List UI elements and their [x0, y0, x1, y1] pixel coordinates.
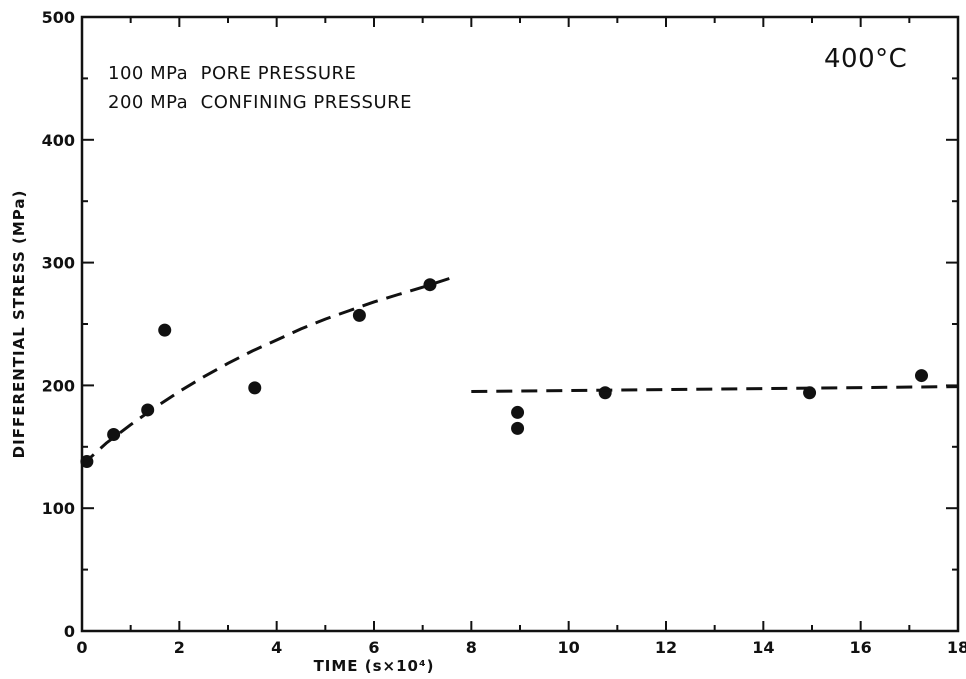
data-point	[511, 421, 525, 435]
data-point	[248, 381, 262, 395]
y-tick-label: 300	[42, 254, 75, 273]
x-tick-label: 6	[368, 638, 379, 657]
pore-pressure-label: 100 MPa PORE PRESSURE	[108, 63, 356, 84]
x-tick-label: 4	[271, 638, 282, 657]
chart-annotations: 100 MPa PORE PRESSURE 200 MPa CONFINING …	[108, 44, 907, 113]
y-tick-label: 0	[64, 622, 75, 641]
y-axis-label: DIFFERENTIAL STRESS (MPa)	[10, 190, 28, 459]
x-tick-label: 2	[174, 638, 185, 657]
x-tick-label: 8	[466, 638, 477, 657]
fit-curve-late	[471, 385, 959, 393]
data-point	[352, 308, 366, 322]
temperature-label: 400°C	[824, 44, 907, 74]
data-point	[158, 323, 172, 337]
chart-marks	[80, 274, 959, 469]
x-tick-label: 18	[947, 638, 966, 657]
x-tick-label: 12	[655, 638, 677, 657]
x-tick-label: 14	[752, 638, 774, 657]
y-tick-label: 100	[42, 499, 75, 518]
data-point	[423, 278, 437, 292]
data-point	[915, 369, 928, 383]
x-tick-label: 16	[850, 638, 872, 657]
fit-curve-early	[80, 274, 458, 467]
y-tick-label: 200	[42, 376, 75, 395]
data-point	[511, 405, 525, 419]
data-point	[598, 386, 612, 400]
chart-axes: 0 2 4 6 8 10 12 14 16 18 0 100 200 300 400 500 TIME (s×1…	[10, 8, 966, 675]
x-tick-label: 10	[558, 638, 580, 657]
confining-pressure-label: 200 MPa CONFINING PRESSURE	[108, 92, 412, 113]
x-axis-label: TIME (s×10⁴)	[314, 657, 435, 675]
data-point	[107, 428, 121, 442]
y-tick-label: 500	[42, 8, 75, 27]
y-tick-label: 400	[42, 131, 75, 150]
x-tick-label: 0	[76, 638, 87, 657]
